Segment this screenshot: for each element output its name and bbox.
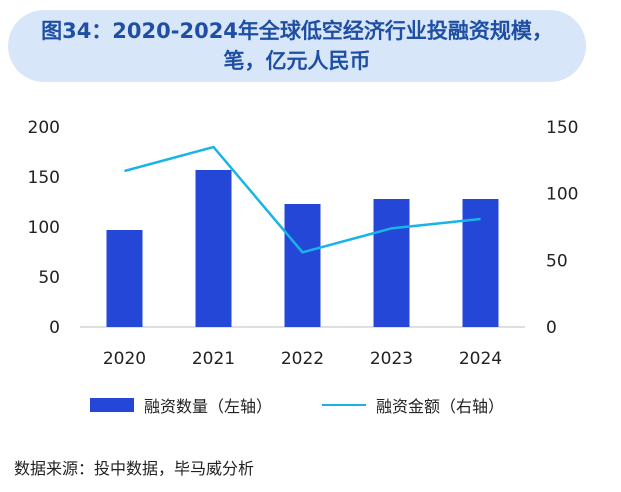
legend: 融资数量（左轴） 融资金额（右轴）: [0, 393, 621, 419]
chart-title-line-2: 笔，亿元人民币: [223, 49, 371, 73]
right-axis: 0 50 100 150: [546, 118, 578, 338]
x-axis-tick-label: 2023: [370, 349, 413, 369]
x-axis-tick-label: 2024: [459, 349, 502, 369]
left-axis-tick-label: 50: [38, 268, 60, 288]
bar-2023: [373, 199, 410, 327]
x-axis-tick-label: 2020: [103, 349, 146, 369]
line-series: [124, 145, 481, 254]
left-axis-tick-label: 0: [49, 318, 60, 338]
funding-amount-line: [124, 145, 481, 254]
bar-series: [106, 170, 499, 327]
chart-title: 图34：2020-2024年全球低空经济行业投融资规模， 笔，亿元人民币: [8, 16, 586, 76]
x-axis-tick-label: 2021: [192, 349, 235, 369]
legend-bar-swatch: [90, 398, 134, 412]
right-axis-tick-label: 100: [546, 185, 578, 205]
chart-title-line-1: 图34：2020-2024年全球低空经济行业投融资规模，: [41, 19, 553, 43]
legend-item-line: 融资金额（右轴）: [322, 393, 504, 417]
data-source: 数据来源：投中数据，毕马威分析: [14, 459, 255, 478]
x-axis-tick-label: 2022: [281, 349, 324, 369]
legend-item-bar: 融资数量（左轴）: [90, 393, 272, 417]
bar-2020: [106, 230, 143, 327]
bar-2021: [195, 170, 232, 327]
left-axis-tick-label: 150: [28, 168, 60, 188]
legend-line-swatch: [322, 404, 366, 406]
bar-2022: [284, 204, 321, 327]
title-background: [8, 10, 586, 82]
left-axis-tick-label: 200: [28, 118, 60, 138]
right-axis-tick-label: 0: [546, 318, 557, 338]
right-axis-tick-label: 50: [546, 251, 568, 271]
x-axis: 2020 2021 2022 2023 2024: [103, 349, 502, 369]
left-axis-tick-label: 100: [28, 218, 60, 238]
legend-line-label: 融资金额（右轴）: [376, 397, 505, 416]
right-axis-tick-label: 150: [546, 118, 578, 138]
legend-bar-label: 融资数量（左轴）: [144, 397, 273, 416]
left-axis: 0 50 100 150 200: [28, 118, 60, 338]
bar-2024: [462, 199, 499, 327]
